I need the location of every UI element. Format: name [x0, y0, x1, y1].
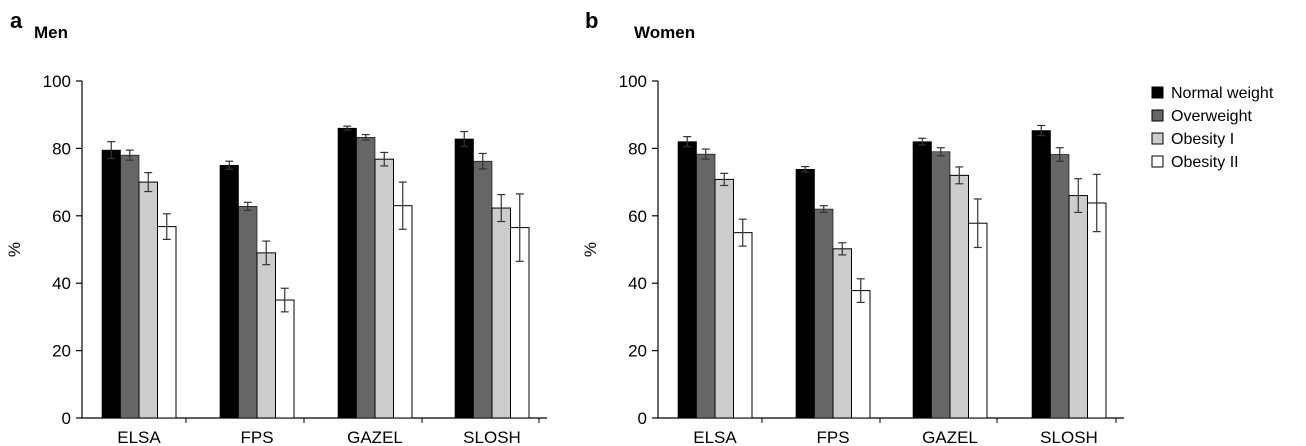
bar: [238, 206, 258, 419]
legend-label: Obesity I: [1171, 131, 1234, 148]
bar: [473, 160, 493, 419]
panel-men: a Men% 0 20 40 60 80 100 ELSA FPS GAZEL SLOSH: [5, 8, 547, 446]
panel-letter: a: [10, 8, 23, 33]
legend-label: Overweight: [1171, 108, 1252, 125]
bar: [912, 141, 932, 419]
y-tick-label: 20: [52, 342, 71, 361]
bar: [256, 252, 276, 419]
bar: [374, 158, 394, 419]
bar: [832, 248, 852, 419]
bar: [219, 164, 239, 419]
x-tick-label: SLOSH: [1040, 428, 1098, 446]
y-tick-label: 80: [628, 139, 647, 158]
bar: [157, 226, 177, 419]
legend-swatch: [1151, 109, 1164, 122]
bar: [454, 138, 474, 419]
legend-swatch: [1151, 132, 1164, 145]
y-tick-label: 100: [619, 72, 647, 91]
bar: [851, 290, 871, 419]
legend-label: Normal weight: [1171, 85, 1274, 102]
x-tick-label: SLOSH: [463, 428, 521, 446]
x-tick-label: FPS: [240, 428, 273, 446]
y-tick-label: 80: [52, 139, 71, 158]
panel-letter: b: [585, 8, 598, 33]
bar: [714, 178, 734, 419]
y-tick-label: 60: [628, 207, 647, 226]
panel-women: b Women% 0 20 40 60 80 100 ELSA FPS GAZEL SLOSH: [581, 8, 1124, 446]
bar: [275, 299, 295, 419]
bar: [393, 205, 413, 419]
x-tick-label: GAZEL: [347, 428, 403, 446]
y-tick-label: 40: [52, 274, 71, 293]
y-tick-label: 20: [628, 342, 647, 361]
y-tick-label: 0: [638, 409, 647, 428]
bar: [356, 136, 376, 419]
bar: [733, 232, 753, 419]
x-tick-label: ELSA: [117, 428, 161, 446]
y-tick-label: 40: [628, 274, 647, 293]
bar: [795, 168, 815, 419]
bar: [968, 222, 988, 419]
x-tick-label: FPS: [816, 428, 849, 446]
bar: [1068, 195, 1088, 419]
panel-title: Men: [34, 23, 68, 42]
y-axis-label: %: [581, 242, 600, 257]
bar: [949, 174, 969, 419]
x-tick-label: GAZEL: [922, 428, 978, 446]
bar: [491, 207, 511, 419]
bar: [1087, 202, 1107, 419]
legend-label: Obesity II: [1171, 154, 1239, 171]
bar: [138, 181, 158, 419]
legend-swatch: [1151, 155, 1164, 168]
y-tick-label: 0: [62, 409, 71, 428]
y-axis-label: %: [5, 242, 24, 257]
y-tick-label: 100: [43, 72, 71, 91]
legend-swatch: [1151, 86, 1164, 99]
y-tick-label: 60: [52, 207, 71, 226]
bar: [101, 149, 121, 419]
bar: [696, 153, 716, 419]
bar: [120, 154, 140, 419]
bar: [1050, 154, 1070, 419]
bar: [677, 141, 697, 419]
panel-title: Women: [634, 23, 695, 42]
bar: [814, 208, 834, 419]
legend: Normal weight Overweight Obesity I Obesity …: [1151, 85, 1274, 171]
bar: [337, 127, 357, 419]
x-tick-label: ELSA: [693, 428, 737, 446]
bar: [931, 151, 951, 419]
bar: [1031, 130, 1051, 419]
